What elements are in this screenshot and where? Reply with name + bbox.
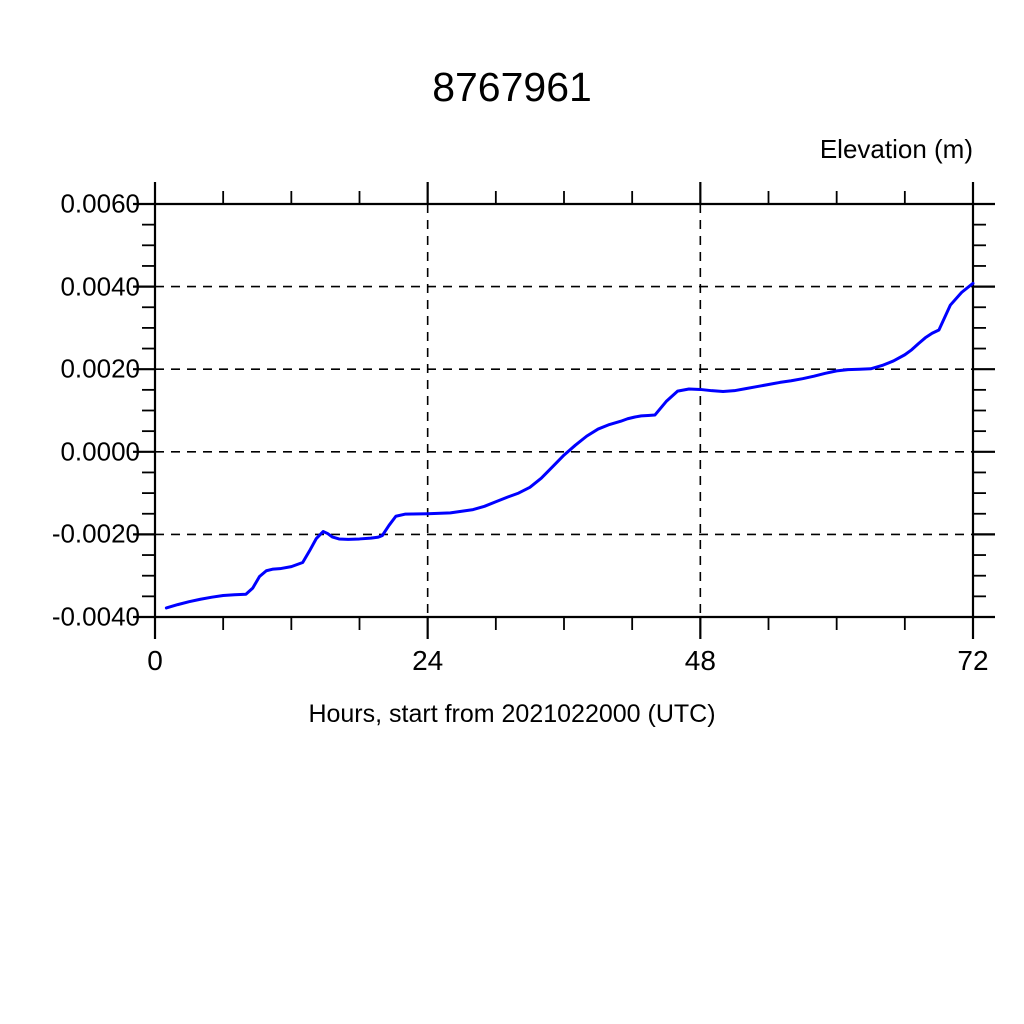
- tick-marks-group: [133, 182, 995, 639]
- y-tick-label: 0.0000: [60, 436, 140, 467]
- gridlines-group: [155, 203, 973, 618]
- x-tick-label: 48: [684, 645, 716, 676]
- y-tick-label: -0.0020: [51, 518, 140, 549]
- y-tick-label: 0.0020: [60, 353, 140, 384]
- x-tick-label: 24: [412, 645, 444, 676]
- y-tick-label: 0.0060: [60, 188, 140, 219]
- x-tick-label: 72: [957, 645, 989, 676]
- page-title: 8767961: [432, 64, 592, 110]
- y-tick-label: 0.0040: [60, 271, 140, 302]
- axis-frame: [153, 202, 975, 619]
- y-tick-label: -0.0040: [51, 601, 140, 632]
- series-line: [164, 281, 975, 610]
- x-axis-title: Hours, start from 2021022000 (UTC): [308, 700, 716, 728]
- data-series-group: [164, 281, 975, 610]
- x-tick-label: 0: [147, 645, 163, 676]
- y-axis-title: Elevation (m): [819, 134, 973, 164]
